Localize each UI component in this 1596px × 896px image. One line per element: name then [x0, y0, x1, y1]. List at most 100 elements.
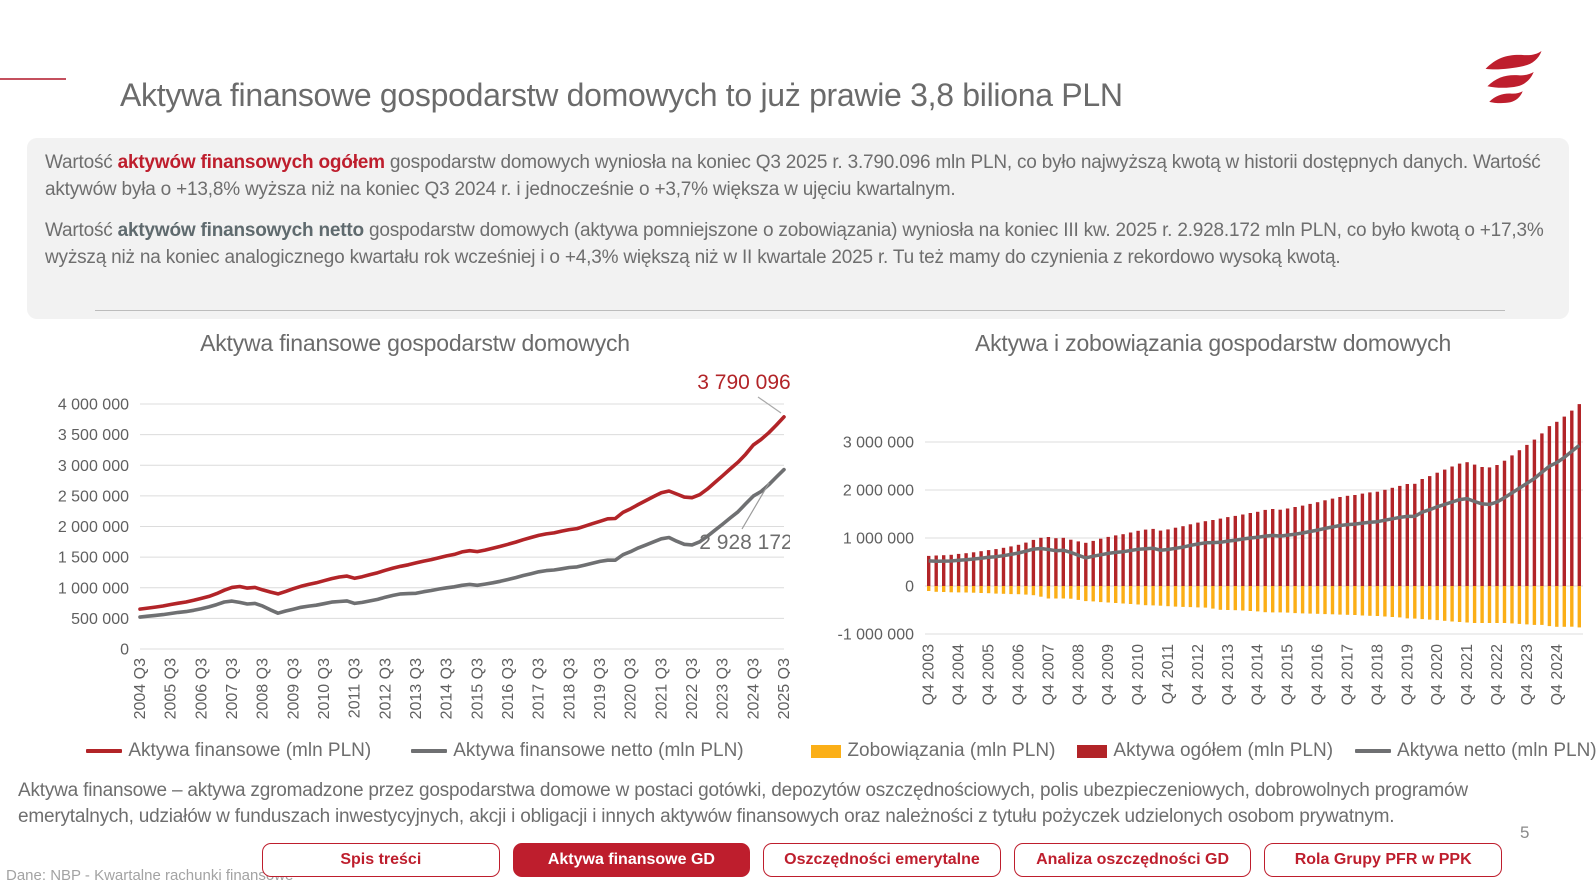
- line-series-0: [138, 415, 786, 611]
- legend-label: Zobowiązania (mln PLN): [847, 740, 1056, 761]
- summary-divider: [95, 310, 1505, 311]
- summary-paragraph-2: Wartość aktywów finansowych netto gospod…: [45, 218, 1551, 272]
- gray-line-swatch-icon: [1355, 749, 1392, 753]
- x-axis-tick-label: Q4 2021: [1459, 644, 1476, 705]
- x-axis-tick-label: Q4 2007: [1040, 644, 1057, 705]
- x-axis-tick-label: 2019 Q3: [592, 658, 609, 719]
- source-note: Dane: NBP - Kwartalne rachunki finansowe: [6, 867, 294, 884]
- x-axis-tick-label: Q4 2020: [1429, 644, 1446, 705]
- x-axis-tick-label: 2016 Q3: [500, 658, 517, 719]
- line-series-1: [138, 467, 786, 619]
- x-axis-tick-label: Q4 2010: [1130, 644, 1147, 705]
- x-axis-tick-label: Q4 2017: [1339, 644, 1356, 705]
- page-number: 5: [1520, 823, 1530, 842]
- legend-item-aktywa-netto: Aktywa netto (mln PLN): [1355, 740, 1596, 762]
- title-accent-line: [0, 78, 66, 80]
- legend-item-zobowiazania: Zobowiązania (mln PLN): [811, 740, 1055, 762]
- legend-item-aktywa-finansowe: Aktywa finansowe (mln PLN): [86, 740, 371, 762]
- x-axis-tick-label: Q4 2009: [1100, 644, 1117, 705]
- legend-label: Aktywa finansowe (mln PLN): [128, 740, 372, 761]
- x-axis-tick-label: 2023 Q3: [715, 658, 732, 719]
- x-axis-tick-label: 2022 Q3: [684, 658, 701, 719]
- x-axis-tick-label: 2015 Q3: [469, 658, 486, 719]
- y-axis-tick-label: 3 000 000: [58, 458, 129, 475]
- y-axis-tick-label: 4 000 000: [58, 397, 129, 414]
- x-axis-tick-label: 2024 Q3: [745, 658, 762, 719]
- bar-series-0: [927, 586, 1581, 628]
- callout-leader-line: [757, 396, 782, 414]
- x-axis-tick-label: Q4 2005: [981, 644, 998, 705]
- callout-max-value: 3 790 096: [697, 371, 790, 394]
- y-axis-tick-label: 2 000 000: [58, 519, 129, 536]
- red-rect-swatch-icon: [1077, 744, 1108, 758]
- orange-rect-swatch-icon: [811, 744, 842, 758]
- summary-box: Wartość aktywów finansowych ogółem gospo…: [27, 138, 1569, 319]
- y-axis-tick-label: 3 000 000: [843, 435, 914, 452]
- x-axis-tick-label: Q4 2012: [1190, 644, 1207, 705]
- x-axis-tick-label: Q4 2008: [1070, 644, 1087, 705]
- x-axis-tick-label: 2013 Q3: [408, 658, 425, 719]
- x-axis-tick-label: 2007 Q3: [224, 658, 241, 719]
- x-axis-tick-label: Q4 2006: [1010, 644, 1027, 705]
- nav-button-analiza-oszczednosci-gd[interactable]: Analiza oszczędności GD: [1013, 843, 1252, 877]
- summary-p2-rest: gospodarstw domowych (aktywa pomniejszon…: [45, 219, 1544, 268]
- bar-chart-legend: Zobowiązania (mln PLN) Aktywa ogółem (ml…: [811, 740, 1596, 762]
- x-axis-tick-label: 2010 Q3: [316, 658, 333, 719]
- y-axis-tick-label: 2 000 000: [843, 483, 914, 500]
- summary-paragraph-1: Wartość aktywów finansowych ogółem gospo…: [45, 150, 1551, 204]
- line-chart-title: Aktywa finansowe gospodarstw domowych: [200, 330, 630, 356]
- x-axis-tick-label: Q4 2015: [1280, 644, 1297, 705]
- y-axis-tick-label: 500 000: [71, 611, 129, 628]
- x-axis-tick-label: 2005 Q3: [163, 658, 180, 719]
- callout-netto-value: 2 928 172: [699, 531, 790, 554]
- line-chart-svg: 0 500 000 1 000 000 1 500 000 2 000 000 2 500…: [58, 371, 790, 719]
- x-axis-tick-label: Q4 2013: [1220, 644, 1237, 705]
- x-axis-tick-label: Q4 2023: [1519, 644, 1536, 705]
- x-axis-tick-label: 2025 Q3: [776, 658, 790, 719]
- x-axis-tick-label: Q4 2022: [1489, 644, 1506, 705]
- bar-series-1: [927, 404, 1581, 586]
- footnote: Aktywa finansowe – aktywa zgromadzone pr…: [18, 780, 1468, 827]
- legend-label: Aktywa netto (mln PLN): [1397, 740, 1596, 761]
- legend-label: Aktywa ogółem (mln PLN): [1113, 740, 1334, 761]
- x-axis-tick-label: Q4 2004: [951, 644, 968, 705]
- page-title: Aktywa finansowe gospodarstw domowych to…: [120, 77, 1123, 114]
- x-axis-tick-label: Q4 2003: [921, 644, 938, 705]
- x-axis-tick-label: 2009 Q3: [285, 658, 302, 719]
- y-axis-tick-label: 0: [120, 642, 129, 659]
- x-axis-tick-label: Q4 2019: [1399, 644, 1416, 705]
- summary-p2-highlight: aktywów finansowych netto: [117, 219, 364, 241]
- line-chart-legend: Aktywa finansowe (mln PLN) Aktywa finans…: [70, 740, 760, 762]
- bar-chart-svg: -1 000 000 0 1 000 000 2 000 000 3 000 000 Q4…: [837, 404, 1583, 705]
- line-chart-container: Aktywa finansowe gospodarstw domowych 0 5…: [40, 330, 790, 751]
- x-axis-tick-label: 2020 Q3: [623, 658, 640, 719]
- x-axis-tick-label: 2014 Q3: [439, 658, 456, 719]
- bottom-nav: Spis treści Aktywa finansowe GD Oszczędn…: [262, 843, 1502, 877]
- y-axis-tick-label: 1 000 000: [58, 580, 129, 597]
- callout-leader-line: [741, 482, 770, 530]
- nav-button-aktywa-finansowe-gd[interactable]: Aktywa finansowe GD: [512, 843, 751, 877]
- x-axis-tick-label: Q4 2016: [1310, 644, 1327, 705]
- y-axis-tick-label: 0: [905, 579, 914, 596]
- x-axis-tick-label: 2017 Q3: [531, 658, 548, 719]
- legend-label: Aktywa finansowe netto (mln PLN): [453, 740, 744, 761]
- x-axis-tick-label: 2004 Q3: [132, 658, 149, 719]
- netto-line-series: [928, 444, 1581, 564]
- y-axis-tick-label: -1 000 000: [837, 627, 914, 644]
- x-axis-tick-label: 2011 Q3: [347, 658, 364, 718]
- summary-p1-prefix: Wartość: [45, 152, 118, 173]
- red-line-swatch-icon: [86, 749, 123, 753]
- nav-button-spis-tresci[interactable]: Spis treści: [262, 843, 500, 877]
- summary-p2-prefix: Wartość: [45, 219, 118, 241]
- x-axis-tick-label: 2018 Q3: [561, 658, 578, 719]
- x-axis-tick-label: 2006 Q3: [193, 658, 210, 719]
- x-axis-tick-label: 2008 Q3: [255, 658, 272, 719]
- gray-line-swatch-icon: [411, 749, 448, 753]
- x-axis-tick-label: 2021 Q3: [653, 658, 670, 719]
- nav-button-rola-grupy-pfr-w-ppk[interactable]: Rola Grupy PFR w PPK: [1264, 843, 1502, 877]
- bar-chart-title: Aktywa i zobowiązania gospodarstw domowy…: [974, 330, 1452, 356]
- y-axis-tick-label: 1 500 000: [58, 550, 129, 567]
- nav-button-oszczednosci-emerytalne[interactable]: Oszczędności emerytalne: [763, 843, 1001, 877]
- summary-p1-highlight: aktywów finansowych ogółem: [117, 152, 385, 173]
- x-axis-tick-label: Q4 2018: [1369, 644, 1386, 705]
